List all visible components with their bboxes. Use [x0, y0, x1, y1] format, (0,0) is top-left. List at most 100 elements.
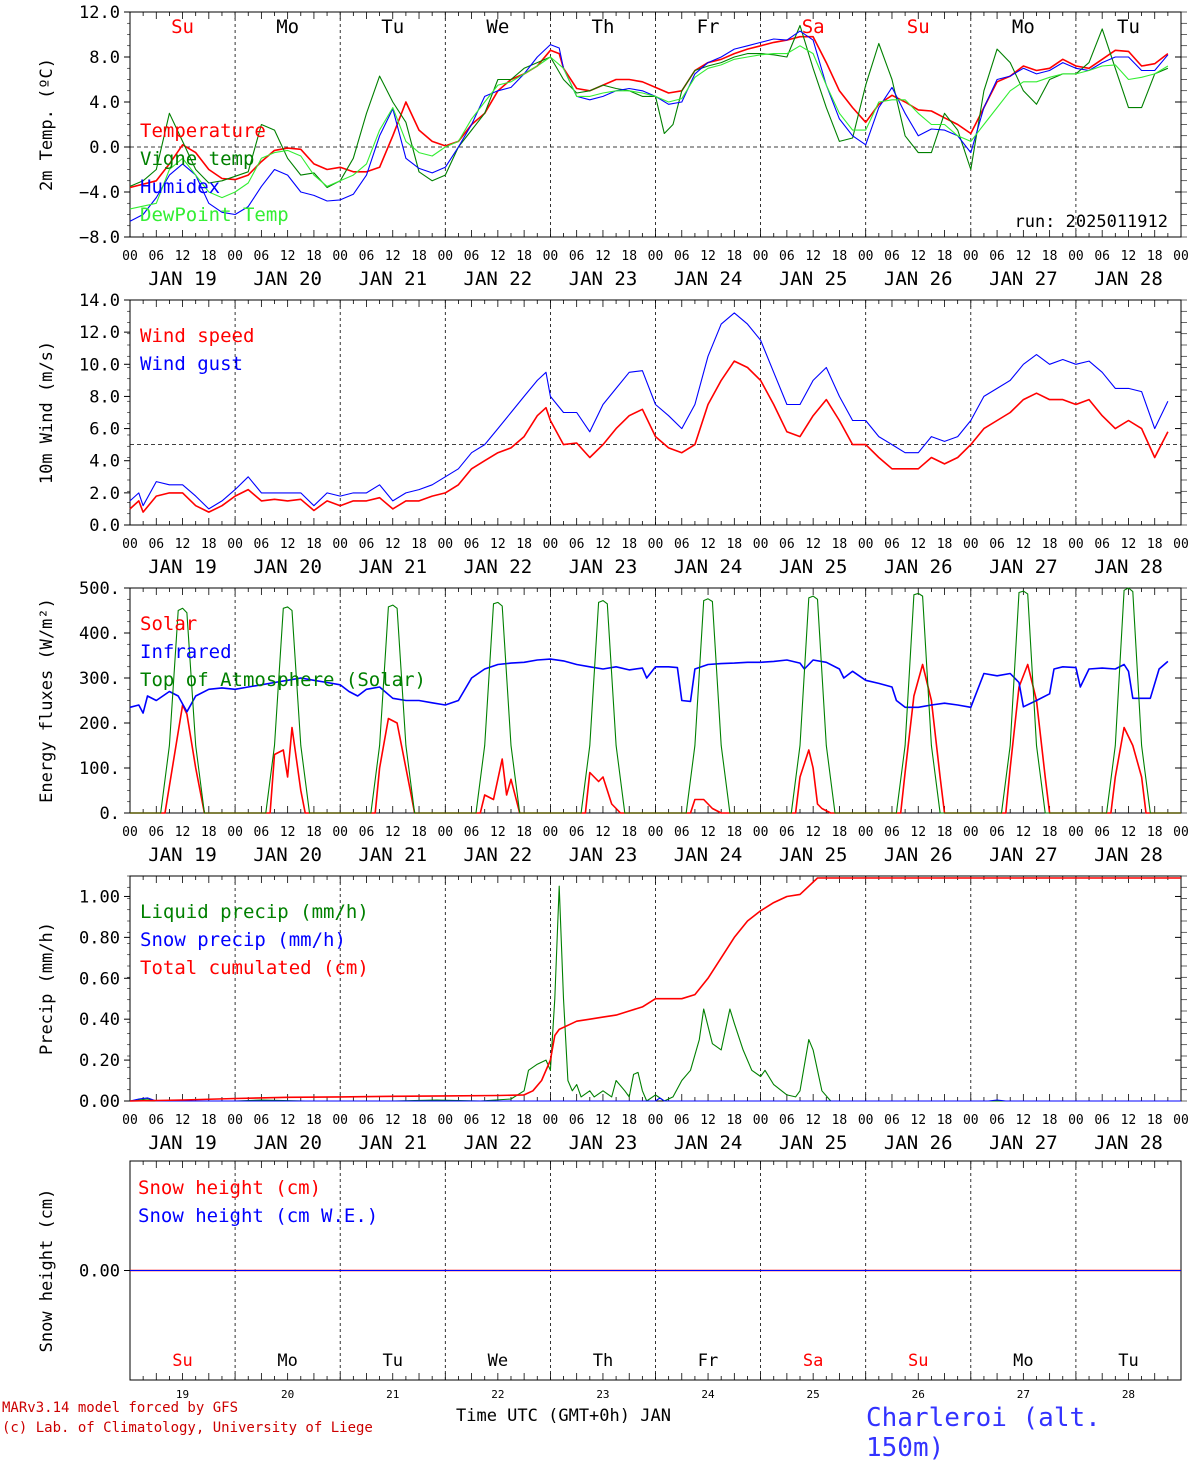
hour-tick-label: 12: [700, 537, 716, 552]
hour-tick-label: 06: [148, 249, 164, 264]
legend-entry: Wind speed: [140, 325, 254, 347]
hour-tick-label: 12: [175, 537, 191, 552]
hour-tick-label: 12: [490, 249, 506, 264]
date-label: JAN 28: [1094, 844, 1163, 866]
hour-tick-label: 12: [805, 249, 821, 264]
day-number-label: 26: [912, 1388, 925, 1401]
day-number-label: 20: [281, 1388, 294, 1401]
hour-tick-label: 00: [437, 249, 453, 264]
y-tick-label: 200.: [79, 714, 120, 734]
hour-tick-label: 18: [726, 1113, 742, 1128]
hour-tick-label: 18: [832, 249, 848, 264]
hour-tick-label: 18: [1042, 537, 1058, 552]
hour-tick-label: 18: [621, 537, 637, 552]
run-annotation: run: 2025011912: [1014, 212, 1168, 232]
hour-tick-label: 00: [753, 537, 769, 552]
date-label: JAN 19: [148, 268, 217, 290]
hour-tick-label: 12: [385, 249, 401, 264]
date-label: JAN 28: [1094, 1132, 1163, 1154]
day-name-label: Fr: [698, 1351, 718, 1371]
hour-tick-label: 00: [227, 1113, 243, 1128]
hour-tick-label: 00: [543, 249, 559, 264]
date-label: JAN 23: [569, 1132, 638, 1154]
y-tick-label: 12.0: [79, 323, 120, 343]
hour-tick-label: 00: [332, 825, 348, 840]
day-name-label: Tu: [381, 16, 404, 38]
hour-tick-label: 00: [543, 1113, 559, 1128]
hour-tick-label: 12: [385, 825, 401, 840]
hour-tick-label: 00: [1068, 537, 1084, 552]
date-label: JAN 26: [884, 1132, 953, 1154]
date-label: JAN 20: [253, 268, 322, 290]
hour-tick-label: 00: [122, 249, 138, 264]
panel-4: 1.00 0.80 0.60 0.40 0.20 0.00 Precip (mm/h) Liq…: [37, 875, 1189, 1154]
hour-tick-label: 00: [543, 537, 559, 552]
date-label: JAN 24: [674, 1132, 743, 1154]
day-name-label: Mo: [277, 1351, 297, 1371]
day-name-label: Th: [592, 16, 615, 38]
date-label: JAN 20: [253, 1132, 322, 1154]
hour-tick-label: 06: [674, 1113, 690, 1128]
time-axis-label: Time UTC (GMT+0h) JAN: [456, 1406, 671, 1426]
hour-tick-label: 12: [1016, 825, 1032, 840]
hour-tick-label: 06: [674, 249, 690, 264]
hour-tick-label: 00: [648, 825, 664, 840]
date-label: JAN 26: [884, 844, 953, 866]
hour-tick-label: 18: [1042, 249, 1058, 264]
hour-tick-label: 00: [648, 537, 664, 552]
hour-tick-label: 06: [1094, 249, 1110, 264]
hour-tick-label: 06: [464, 825, 480, 840]
y-tick-label: 0.60: [79, 969, 120, 989]
hour-tick-label: 12: [280, 825, 296, 840]
hour-tick-label: 00: [858, 537, 874, 552]
hour-tick-label: 18: [516, 825, 532, 840]
panel-frame: [129, 299, 1182, 526]
date-label: JAN 23: [569, 268, 638, 290]
hour-tick-label: 06: [569, 825, 585, 840]
date-label: JAN 20: [253, 556, 322, 578]
y-axis-label: Energy fluxes (W/m²): [37, 598, 57, 803]
date-label: JAN 24: [674, 844, 743, 866]
hour-tick-label: 00: [1068, 1113, 1084, 1128]
hour-tick-label: 00: [543, 825, 559, 840]
hour-tick-label: 18: [201, 249, 217, 264]
y-tick-label: 0.40: [79, 1010, 120, 1030]
hour-tick-label: 06: [989, 537, 1005, 552]
hour-tick-label: 12: [595, 537, 611, 552]
hour-tick-label: 00: [1173, 1113, 1189, 1128]
hour-tick-label: 18: [411, 825, 427, 840]
y-tick-label: 12.0: [79, 3, 120, 23]
hour-tick-label: 12: [1016, 249, 1032, 264]
hour-tick-label: 00: [227, 537, 243, 552]
series-line-snow-precip-mm-h-: [129, 1097, 1181, 1102]
hour-tick-label: 12: [1121, 537, 1137, 552]
hour-tick-label: 12: [1016, 1113, 1032, 1128]
hour-tick-label: 06: [359, 825, 375, 840]
y-tick-label: 100.: [79, 759, 120, 779]
hour-tick-label: 00: [437, 825, 453, 840]
y-axis-label: Precip (mm/h): [37, 922, 57, 1055]
credit-line-2: (c) Lab. of Climatology, University of L…: [2, 1420, 373, 1436]
hour-tick-label: 18: [306, 249, 322, 264]
hour-tick-label: 18: [411, 1113, 427, 1128]
hour-tick-label: 00: [1068, 825, 1084, 840]
legend-entry: Snow height (cm): [138, 1177, 321, 1199]
hour-tick-label: 18: [832, 825, 848, 840]
y-tick-label: 300.: [79, 669, 120, 689]
hour-tick-label: 06: [148, 1113, 164, 1128]
hour-tick-label: 18: [306, 537, 322, 552]
y-tick-label: 500.: [79, 579, 120, 599]
y-tick-label: 2.0: [89, 484, 120, 504]
hour-tick-label: 12: [385, 537, 401, 552]
day-name-label: Mo: [1013, 1351, 1033, 1371]
date-label: JAN 21: [358, 556, 427, 578]
hour-tick-label: 18: [411, 249, 427, 264]
hour-tick-label: 00: [648, 1113, 664, 1128]
hour-tick-label: 06: [884, 825, 900, 840]
day-number-label: 19: [176, 1388, 189, 1401]
hour-tick-label: 06: [148, 825, 164, 840]
hour-tick-label: 18: [621, 825, 637, 840]
hour-tick-label: 18: [937, 825, 953, 840]
hour-tick-label: 00: [332, 1113, 348, 1128]
